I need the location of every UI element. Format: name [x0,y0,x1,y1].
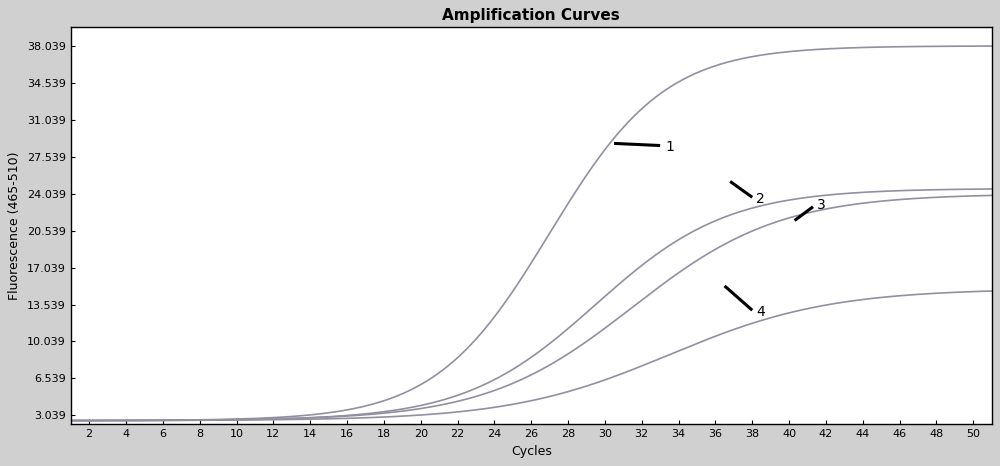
Text: 1: 1 [666,140,675,154]
X-axis label: Cycles: Cycles [511,445,552,458]
Text: 4: 4 [756,305,765,319]
Text: 3: 3 [817,198,825,212]
Text: 2: 2 [756,192,765,206]
Y-axis label: Fluorescence (465-510): Fluorescence (465-510) [8,151,21,300]
Title: Amplification Curves: Amplification Curves [442,8,620,23]
